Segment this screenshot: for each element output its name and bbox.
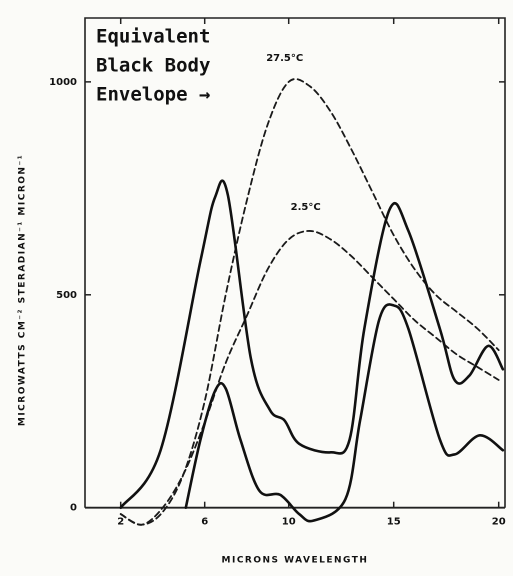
annotation-line: Envelope → — [96, 84, 210, 106]
y-tick-label: 500 — [56, 290, 77, 301]
x-tick-label: 10 — [282, 517, 296, 528]
x-axis-title: MICRONS WAVELENGTH — [222, 556, 369, 566]
annotation-line: Equivalent — [96, 26, 210, 48]
y-tick-label: 0 — [70, 503, 77, 514]
x-tick-label: 6 — [201, 517, 208, 528]
solid-curve — [119, 179, 505, 510]
x-tick-label: 20 — [492, 517, 506, 528]
x-tick-label: 2 — [117, 517, 124, 528]
plot-frame — [84, 17, 506, 508]
x-tick-label: 15 — [387, 517, 401, 528]
dashed-curve — [119, 78, 500, 526]
curve-label: 2.5°C — [291, 202, 321, 213]
curve-label: 27.5°C — [266, 53, 303, 64]
dashed-curve — [119, 230, 500, 526]
solid-curve — [184, 303, 505, 523]
y-tick-label: 1000 — [49, 77, 77, 88]
annotation-line: Black Body — [96, 55, 210, 77]
y-axis-title: MICROWATTS CM⁻² STERADIAN⁻¹ MICRON⁻¹ — [18, 154, 28, 426]
